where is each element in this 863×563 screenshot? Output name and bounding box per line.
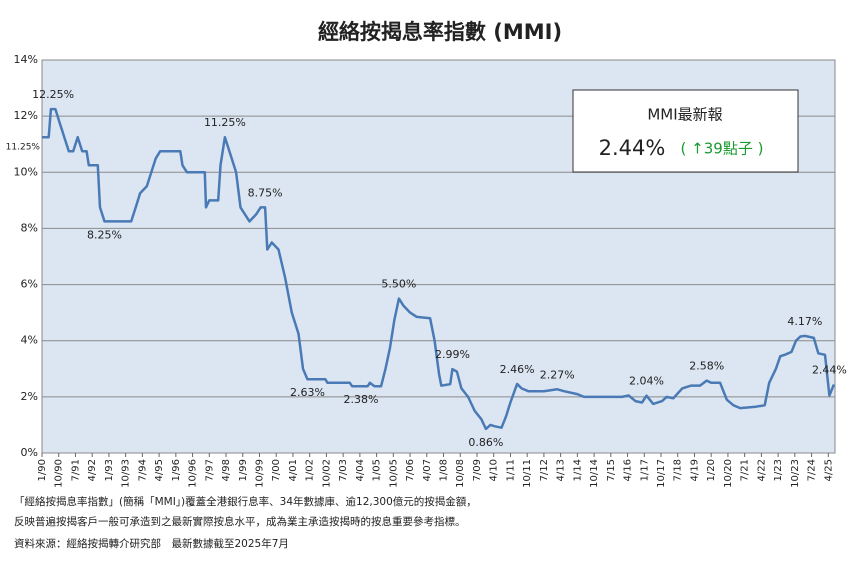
x-tick-label: 10/93: [121, 459, 132, 488]
x-tick-label: 4/13: [556, 459, 567, 481]
x-tick-label: 10/14: [589, 459, 600, 488]
x-tick-label: 7/97: [204, 459, 215, 481]
y-tick-label: 14%: [14, 53, 38, 66]
x-tick-label: 1/99: [238, 459, 249, 481]
annotation: 2.04%: [629, 375, 664, 388]
y-tick-label: 4%: [21, 334, 38, 347]
y-tick-label: 2%: [21, 390, 38, 403]
x-tick-label: 4/98: [221, 459, 232, 481]
x-tick-label: 7/94: [137, 459, 148, 481]
y-tick-label: 8%: [21, 221, 38, 234]
x-tick-label: 10/05: [388, 459, 399, 488]
x-tick-label: 7/12: [539, 459, 550, 481]
annotation: 8.75%: [248, 186, 283, 199]
y-tick-label: 0%: [21, 446, 38, 459]
line: [42, 107, 836, 431]
info-value: 2.44%: [599, 136, 666, 160]
x-tick-label: 4/92: [87, 459, 98, 481]
x-tick-label: 10/23: [790, 459, 801, 488]
x-tick-label: 10/96: [188, 459, 199, 488]
chart-title: 經絡按揭息率指數 (MMI): [318, 20, 562, 44]
x-tick-label: 1/11: [505, 459, 516, 481]
x-tick-label: 1/93: [104, 459, 115, 481]
x-tick-label: 1/02: [305, 459, 316, 481]
x-tick-label: 4/25: [823, 459, 834, 481]
x-tick-label: 1/23: [773, 459, 784, 481]
info-box: [572, 89, 799, 173]
x-tick-label: 10/11: [522, 459, 533, 488]
annotation: 4.17%: [787, 315, 822, 328]
footnote: 「經絡按揭息率指數」(簡稱「MMI」)覆蓋全港銀行息率、34年數據庫、逾12,3…: [14, 495, 477, 508]
y-tick-label: 6%: [21, 278, 38, 291]
annotation: 2.27%: [540, 368, 575, 381]
x-tick-label: 10/17: [656, 459, 667, 488]
annotation: 11.25%: [6, 143, 41, 153]
x-tick-label: 7/21: [740, 459, 751, 481]
x-tick-label: 10/20: [723, 459, 734, 488]
annotation: 2.58%: [689, 360, 724, 373]
x-tick-label: 1/14: [572, 459, 583, 481]
x-tick-label: 7/91: [70, 459, 81, 481]
annotation: 12.25%: [32, 88, 74, 101]
x-tick-label: 7/03: [338, 459, 349, 481]
annotation: 8.25%: [87, 228, 122, 241]
x-tick-label: 4/07: [422, 459, 433, 481]
x-tick-label: 4/10: [489, 459, 500, 481]
x-tick-label: 1/96: [171, 459, 182, 481]
x-tick-label: 1/20: [706, 459, 717, 481]
x-tick-label: 7/18: [673, 459, 684, 481]
annotation: 2.38%: [344, 393, 379, 406]
x-tick-label: 4/19: [689, 459, 700, 481]
annotation: 2.46%: [500, 363, 535, 376]
x-tick-label: 10/99: [254, 459, 265, 488]
x-tick-label: 1/08: [439, 459, 450, 481]
y-tick-label: 10%: [14, 165, 38, 178]
x-tick-label: 1/17: [639, 459, 650, 481]
x-tick-label: 7/24: [807, 459, 818, 481]
x-tick-label: 7/15: [606, 459, 617, 481]
x-tick-label: 10/08: [455, 459, 466, 488]
annotation: 0.86%: [468, 436, 503, 449]
x-tick-label: 4/95: [154, 459, 165, 481]
x-tick-label: 1/90: [37, 459, 48, 481]
annotation: 2.99%: [435, 348, 470, 361]
y-tick-label: 12%: [14, 109, 38, 122]
x-tick-label: 7/00: [271, 459, 282, 481]
x-tick-label: 4/04: [355, 459, 366, 481]
annotation: 11.25%: [204, 116, 246, 129]
x-tick-label: 4/01: [288, 459, 299, 481]
x-tick-label: 4/16: [623, 459, 634, 481]
footnote: 反映普遍按揭客戶一般可承造到之最新實際按息水平，成為業主承造按揭時的按息重要參考…: [14, 515, 466, 528]
annotation: 2.63%: [290, 386, 325, 399]
info-change: ( ↑39點子 ): [681, 140, 764, 158]
x-tick-label: 1/05: [372, 459, 383, 481]
annotation: 2.44%: [812, 364, 847, 377]
x-tick-label: 4/22: [756, 459, 767, 481]
annotation: 5.50%: [381, 278, 416, 291]
x-tick-label: 7/09: [472, 459, 483, 481]
footnote: 資料來源：經絡按揭轉介研究部 最新數據截至2025年7月: [14, 537, 289, 550]
x-tick-label: 10/02: [321, 459, 332, 488]
x-tick-label: 7/06: [405, 459, 416, 481]
info-title: MMI最新報: [647, 106, 722, 124]
x-tick-label: 10/90: [54, 459, 65, 488]
